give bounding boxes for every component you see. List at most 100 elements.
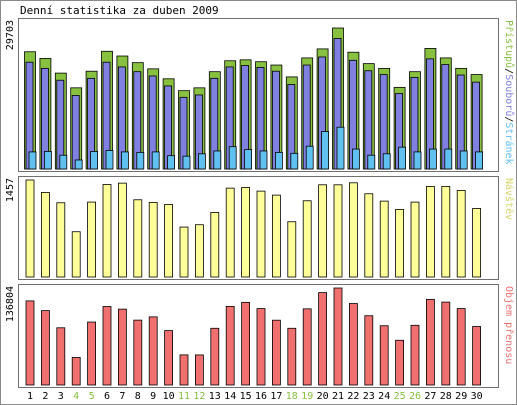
visits-axis-max-label: 1457 <box>5 178 16 202</box>
x-tick-label: 6 <box>104 391 110 402</box>
bar-stránek-12 <box>197 153 206 170</box>
bar-visits-24 <box>379 200 389 278</box>
bar-stránek-9 <box>151 151 160 170</box>
bar-stránek-30 <box>475 151 484 170</box>
x-tick-label: 23 <box>363 391 375 402</box>
bar-traffic-22 <box>348 303 358 386</box>
x-tick-label: 9 <box>150 391 156 402</box>
traffic-legend: Objem přenosu <box>503 286 515 364</box>
bar-visits-12 <box>194 224 204 278</box>
bar-traffic-28 <box>441 301 451 386</box>
bar-traffic-3 <box>56 327 66 386</box>
bar-traffic-6 <box>102 306 112 386</box>
bar-traffic-7 <box>118 308 127 386</box>
bar-traffic-21 <box>333 287 343 386</box>
bar-visits-23 <box>364 193 374 278</box>
bar-stránek-16 <box>259 150 268 170</box>
legend-separator: / <box>503 68 514 74</box>
x-tick-label: 24 <box>378 391 390 402</box>
legend-item: Návštěv <box>503 178 515 220</box>
bar-visits-27 <box>425 186 435 278</box>
bar-stránek-14 <box>228 146 237 170</box>
bar-stránek-15 <box>244 149 253 170</box>
bar-stránek-29 <box>459 150 468 170</box>
bar-visits-4 <box>71 231 81 278</box>
bar-stránek-24 <box>382 153 391 170</box>
x-tick-label: 13 <box>209 391 221 402</box>
x-tick-label: 1 <box>27 391 33 402</box>
bar-traffic-24 <box>379 325 389 386</box>
bar-traffic-18 <box>287 327 297 386</box>
bar-visits-18 <box>287 221 297 278</box>
bar-visits-8 <box>133 199 143 278</box>
legend-item: Objem přenosu <box>503 286 515 364</box>
x-tick-label: 10 <box>163 391 175 402</box>
bar-stránek-18 <box>290 152 299 170</box>
x-tick-label: 30 <box>471 391 483 402</box>
bar-traffic-29 <box>456 308 466 386</box>
x-tick-label: 21 <box>332 391 344 402</box>
bar-stránek-26 <box>413 151 422 170</box>
x-tick-label: 14 <box>224 391 236 402</box>
bar-stránek-4 <box>74 159 83 170</box>
bar-visits-3 <box>56 202 66 278</box>
x-tick-label: 2 <box>42 391 48 402</box>
hits-axis-max-label: 29703 <box>5 20 16 50</box>
legend-item: Souborů <box>503 74 515 116</box>
legend-item: Přístupů <box>503 20 515 68</box>
bar-traffic-8 <box>133 319 143 386</box>
x-tick-label: 18 <box>286 391 298 402</box>
bar-visits-26 <box>410 201 420 278</box>
bar-visits-20 <box>318 184 328 278</box>
bar-visits-30 <box>472 208 482 278</box>
bar-visits-9 <box>148 202 158 278</box>
x-tick-label: 15 <box>240 391 252 402</box>
x-tick-label: 29 <box>455 391 467 402</box>
bar-stránek-23 <box>367 154 376 170</box>
bar-visits-14 <box>225 187 235 278</box>
bar-visits-10 <box>164 204 174 278</box>
bar-stránek-22 <box>351 148 360 170</box>
bar-visits-5 <box>87 201 96 278</box>
bar-traffic-25 <box>395 339 405 386</box>
bar-traffic-19 <box>302 308 312 386</box>
x-tick-label: 16 <box>255 391 267 402</box>
bar-traffic-4 <box>71 357 81 386</box>
x-tick-label: 19 <box>301 391 313 402</box>
bar-stránek-1 <box>28 151 37 170</box>
bar-traffic-23 <box>364 315 374 386</box>
bar-traffic-17 <box>271 319 281 386</box>
bar-stránek-2 <box>44 151 52 170</box>
bar-visits-22 <box>348 182 358 278</box>
bar-traffic-13 <box>210 327 220 386</box>
bar-traffic-16 <box>256 308 266 386</box>
x-tick-label: 12 <box>193 391 205 402</box>
bar-visits-2 <box>41 192 50 278</box>
traffic-panel: 136804 Objem přenosu <box>5 284 515 388</box>
x-tick-label: 27 <box>424 391 436 402</box>
bar-traffic-11 <box>179 354 189 386</box>
hits-panel: 29703 Přístupů/Souborů/Stránek <box>5 18 515 172</box>
traffic-axis-max-label: 136804 <box>5 286 16 322</box>
bar-stránek-13 <box>213 150 222 170</box>
bar-traffic-1 <box>25 300 35 386</box>
x-tick-label: 25 <box>394 391 406 402</box>
bar-visits-1 <box>25 179 35 278</box>
bar-visits-7 <box>118 182 127 278</box>
bar-stránek-6 <box>105 150 114 170</box>
bar-traffic-14 <box>225 306 235 386</box>
bar-visits-17 <box>271 194 281 278</box>
x-tick-label: 4 <box>73 391 79 402</box>
bar-traffic-5 <box>87 321 96 386</box>
hits-legend: Přístupů/Souborů/Stránek <box>503 20 515 165</box>
x-tick-label: 8 <box>135 391 141 402</box>
bar-traffic-15 <box>241 301 251 386</box>
x-tick-label: 17 <box>270 391 282 402</box>
bar-traffic-30 <box>472 326 482 386</box>
x-tick-label: 7 <box>119 391 125 402</box>
bar-stránek-11 <box>182 155 191 170</box>
bar-visits-13 <box>210 212 220 278</box>
bar-stránek-19 <box>305 145 314 170</box>
